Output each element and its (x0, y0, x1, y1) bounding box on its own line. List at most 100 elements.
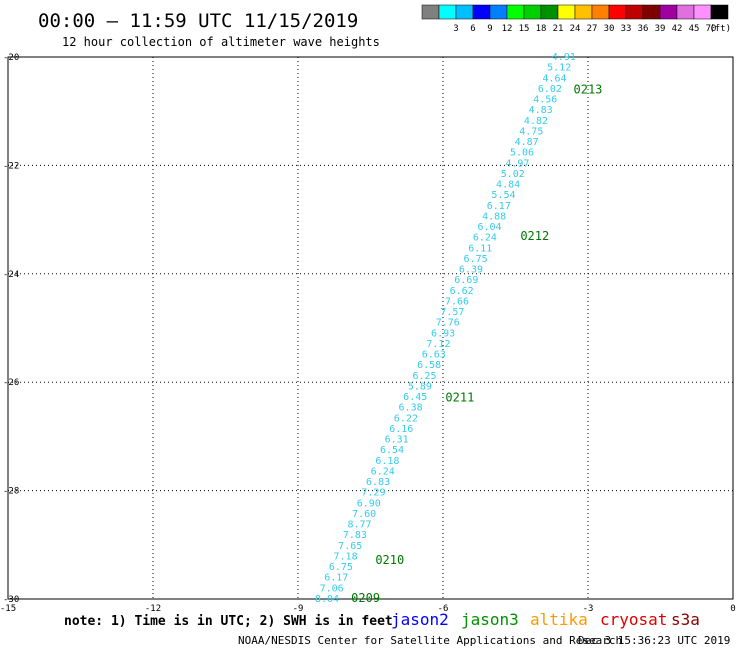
wave-height-label: 7.57 (440, 307, 464, 318)
wave-height-label: 4.87 (515, 137, 539, 148)
y-tick-label: -28 (3, 487, 19, 497)
x-tick-label: -12 (145, 604, 161, 614)
wave-height-label: 7.12 (426, 339, 450, 350)
map-frame: -15 -12 -9 -6 -3 0 -20-22-24-26-28-30 8.047.0… (0, 52, 736, 614)
wave-height-label: 6.24 (371, 466, 395, 477)
legend-swatch (506, 4, 525, 20)
y-tick-label: -22 (3, 161, 19, 171)
legend-label: 39 (655, 24, 666, 34)
legend-label: 21 (553, 24, 564, 34)
wave-height-label: 4.91 (552, 52, 576, 63)
legend-swatch (540, 4, 559, 20)
color-legend: 3 6 9 12 15 18 21 24 27 30 33 36 39 42 45 70(ft) (421, 4, 731, 34)
legend-swatch (438, 4, 457, 20)
wave-height-label: 4.83 (529, 105, 553, 116)
wave-height-label: 6.16 (389, 424, 413, 435)
legend-swatch (489, 4, 508, 20)
wave-height-label: 6.17 (324, 573, 348, 584)
legend-swatch (659, 4, 678, 20)
wave-height-label: 6.18 (375, 456, 399, 467)
wave-height-label: 7.60 (352, 509, 376, 520)
wave-height-label: 7.65 (338, 541, 362, 552)
wave-height-label: 6.58 (417, 360, 441, 371)
page-subtitle: 12 hour collection of altimeter wave hei… (62, 35, 380, 49)
wave-height-label: 4.64 (542, 73, 566, 84)
wave-height-label: 7.29 (361, 488, 385, 499)
x-tick-label: -6 (438, 604, 449, 614)
wave-height-label: 6.04 (477, 222, 501, 233)
legend-unit: (ft) (709, 24, 731, 34)
legend-label: 6 (470, 24, 475, 34)
wave-height-label: 6.24 (473, 233, 497, 244)
legend-label: 33 (621, 24, 632, 34)
y-tick-label: -30 (3, 595, 19, 605)
wave-height-label: 4.82 (524, 116, 548, 127)
legend-swatch (523, 4, 542, 20)
legend-label: 36 (638, 24, 649, 34)
wave-height-label: 5.02 (501, 169, 525, 180)
y-tick-label: -20 (3, 53, 19, 63)
time-label: 0211 (445, 390, 474, 404)
wave-height-label: 6.45 (403, 392, 427, 403)
wave-height-label: 5.89 (408, 381, 432, 392)
wave-height-label: 4.75 (519, 126, 543, 137)
footer-credit: NOAA/NESDIS Center for Satellite Applica… (238, 634, 622, 647)
wave-height-label: 4.84 (496, 180, 520, 191)
page-title: 00:00 – 11:59 UTC 11/15/2019 (38, 10, 358, 32)
legend-swatch (642, 4, 661, 20)
y-tick-label: -24 (3, 270, 19, 280)
wave-height-label: 6.93 (431, 328, 455, 339)
legend-swatch (591, 4, 610, 20)
legend-label: 70 (706, 24, 717, 34)
legend-swatch (557, 4, 576, 20)
time-label: 0212 (520, 229, 549, 243)
legend-swatch (608, 4, 627, 20)
wave-height-label: 7.83 (343, 530, 367, 541)
wave-height-label: 6.38 (399, 403, 423, 414)
legend-swatch (676, 4, 695, 20)
wave-height-label: 6.69 (454, 275, 478, 286)
satellite-name: jason3 (461, 610, 519, 629)
wave-height-label: 7.66 (445, 296, 469, 307)
legend-label: 42 (672, 24, 683, 34)
legend-swatch (625, 4, 644, 20)
wave-height-label: 6.90 (357, 498, 381, 509)
satellite-name: altika (530, 610, 588, 629)
satellite-name: cryosat (600, 610, 667, 629)
wave-height-label: 7.18 (334, 551, 358, 562)
footer-timestamp: Dec 3 15:36:23 UTC 2019 (578, 634, 730, 647)
wave-height-label: 8.04 (315, 594, 339, 605)
legend-swatch (574, 4, 593, 20)
wave-height-label: 4.56 (533, 95, 557, 106)
footer-note: note: 1) Time is in UTC; 2) SWH is in fe… (64, 614, 393, 629)
legend-swatch (455, 4, 474, 20)
legend-swatch (472, 4, 491, 20)
legend-swatch (693, 4, 712, 20)
longitude-tick-labels: -15 -12 -9 -6 -3 0 (0, 604, 736, 614)
legend-swatch (710, 4, 729, 20)
wave-height-label: 6.63 (422, 350, 446, 361)
x-tick-label: -9 (293, 604, 304, 614)
legend-label: 45 (689, 24, 700, 34)
legend-label: 30 (604, 24, 615, 34)
time-label: 0213 (574, 83, 603, 97)
satellite-legend: jason2 jason3 altika cryosat s3a (391, 610, 700, 629)
wave-height-label: 4.88 (482, 211, 506, 222)
wave-height-label: 6.02 (538, 84, 562, 95)
x-tick-label: 0 (730, 604, 735, 614)
legend-label: 15 (519, 24, 530, 34)
wave-height-label: 7.06 (320, 583, 344, 594)
x-tick-label: -15 (0, 604, 16, 614)
wave-height-label: 6.62 (450, 286, 474, 297)
gridlines (8, 57, 733, 599)
wave-height-label: 7.76 (436, 318, 460, 329)
time-label: 0210 (375, 553, 404, 567)
x-tick-label: -3 (583, 604, 594, 614)
legend-label: 12 (502, 24, 513, 34)
wave-height-label: 6.17 (487, 201, 511, 212)
legend-label: 9 (487, 24, 492, 34)
wave-height-label: 6.75 (464, 254, 488, 265)
satellite-track: 8.047.066.176.757.187.657.838.777.606.90… (315, 52, 576, 605)
wave-height-label: 6.25 (412, 371, 436, 382)
